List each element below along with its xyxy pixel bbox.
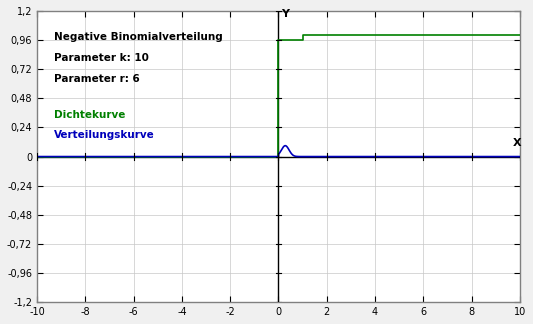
Text: Parameter k: 10: Parameter k: 10 [54,53,149,64]
Text: Parameter r: 6: Parameter r: 6 [54,74,140,84]
Text: Y: Y [281,8,289,18]
Text: X: X [513,138,521,148]
Text: Dichtekurve: Dichtekurve [54,110,125,121]
Text: Verteilungskurve: Verteilungskurve [54,130,155,140]
Text: Negative Binomialverteilung: Negative Binomialverteilung [54,31,223,41]
